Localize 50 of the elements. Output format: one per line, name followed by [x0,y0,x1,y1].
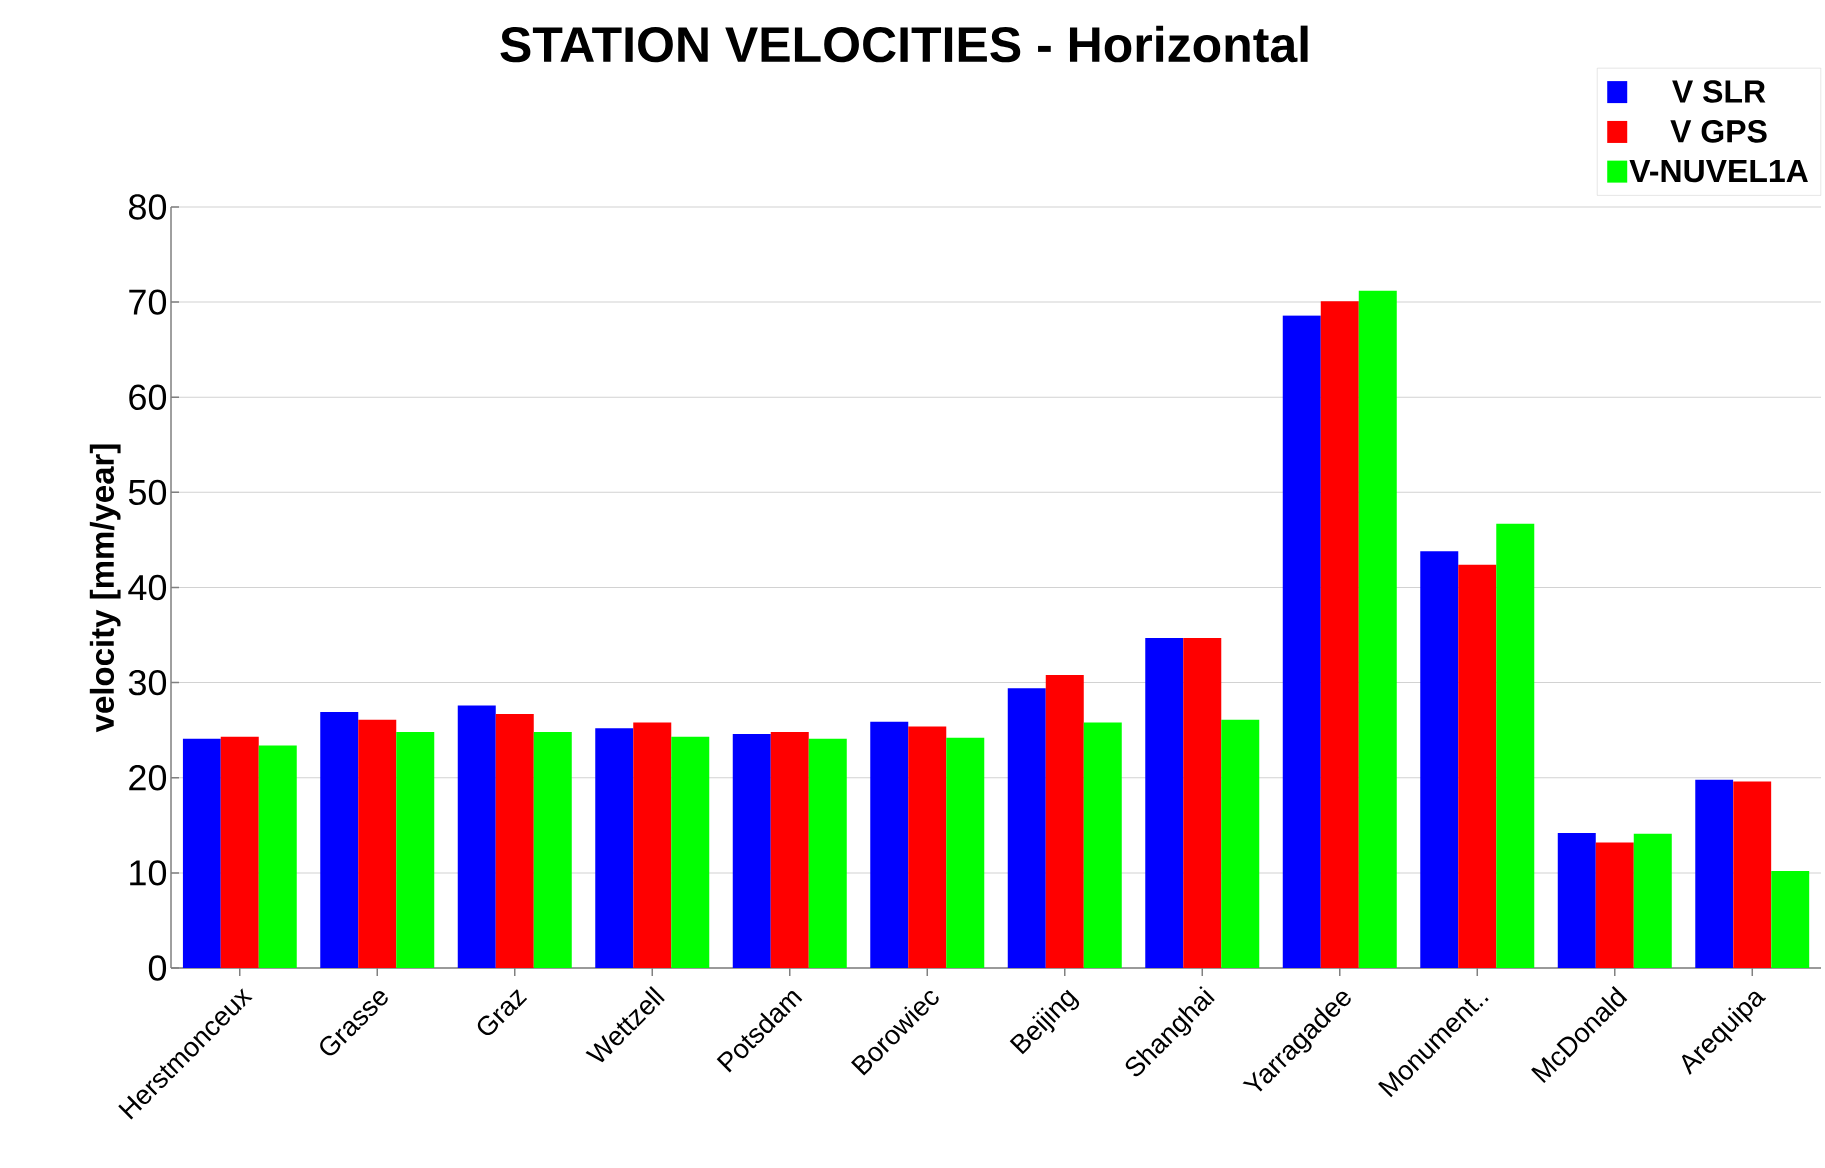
bar [671,736,710,968]
bar [770,732,809,968]
bar [1221,719,1260,968]
bar [1083,722,1122,968]
bar [1633,833,1672,968]
y-tick-label: 70 [129,289,167,315]
bar [220,736,259,968]
legend-label: V-NUVEL1A [1629,159,1808,183]
chart-title: STATION VELOCITIES - Horizontal [500,25,1308,63]
bar [1496,523,1535,968]
bar [182,738,221,968]
y-tick-label: 20 [129,765,167,791]
bar [1183,637,1222,968]
bar [457,705,496,968]
legend-label: V GPS [1670,120,1767,143]
bar [358,719,397,968]
bar [1358,290,1397,968]
bar [1007,688,1046,968]
bar [320,712,359,968]
bar [1320,301,1359,968]
bar [908,726,947,968]
bar [495,714,534,968]
bar [732,733,771,968]
bar [633,722,672,968]
y-tick-label: 10 [130,860,167,886]
bar [1733,781,1772,968]
bar [1420,551,1459,968]
bar [1282,315,1321,968]
bar [1145,637,1184,968]
y-tick-label: 50 [128,479,167,506]
bar [1458,564,1497,968]
bar [1045,675,1084,968]
y-tick-label: 30 [128,669,167,696]
bar [946,737,985,968]
bar [1771,870,1810,968]
y-tick-label: 80 [129,194,167,220]
legend-label: V SLR [1672,80,1766,103]
y-tick-label: 40 [128,574,167,601]
bar [808,738,847,968]
y-tick-label: 60 [129,384,167,410]
bar [595,728,634,968]
bar [1557,832,1596,968]
bar [870,721,909,968]
bar [533,732,572,968]
y-axis-title: velocity [mm/year] [89,444,121,733]
y-tick-label: 0 [148,955,167,981]
bar [1695,779,1734,968]
bar [1595,842,1634,968]
bar [258,745,297,968]
bar [396,732,435,968]
